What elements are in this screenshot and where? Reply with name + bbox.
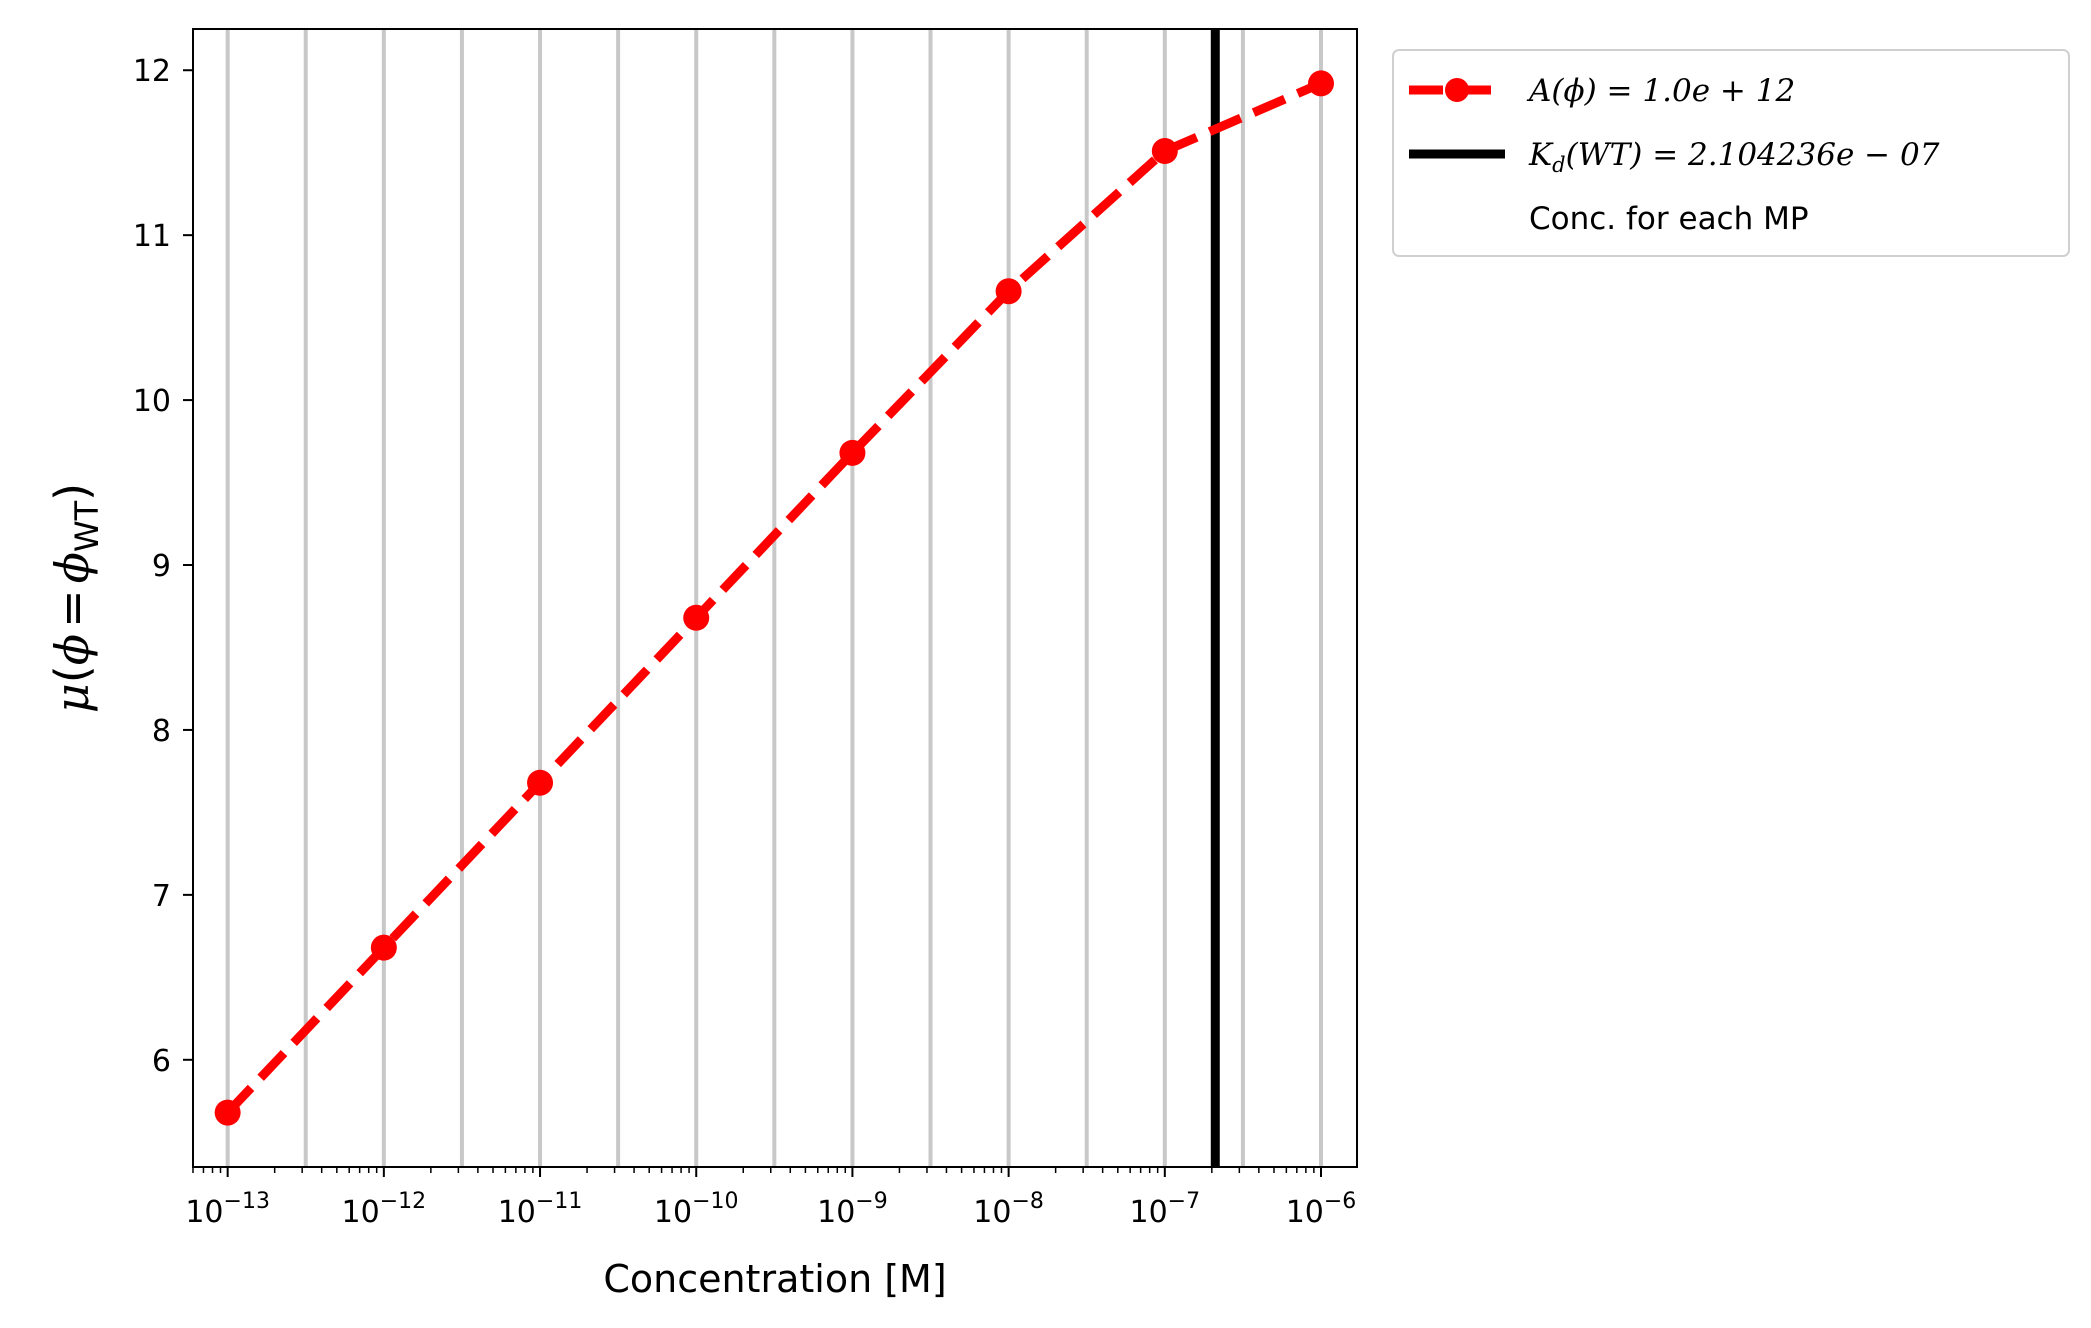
series-line xyxy=(224,79,1323,1116)
y-tick-label: 9 xyxy=(152,549,171,584)
legend-series-marker xyxy=(1445,78,1469,102)
legend: A(ϕ) = 1.0e + 12 Kd(WT) = 2.104236e − 07 C… xyxy=(1392,49,2070,257)
data-point xyxy=(1151,138,1178,165)
y-label-phi-2: ϕ xyxy=(45,552,99,583)
legend-box xyxy=(1392,49,2070,257)
y-tick-label: 7 xyxy=(152,879,171,914)
y-tick-label: 11 xyxy=(133,219,171,254)
y-axis-label: μ(ϕ=ϕWT) xyxy=(45,483,106,713)
y-label-mu: μ xyxy=(45,683,99,713)
x-tick-label: 10−9 xyxy=(817,1189,888,1230)
x-axis: 10−13 10−12 10−11 10−10 10−9 10−8 10−7 10−6 xyxy=(185,1167,1356,1230)
data-point xyxy=(839,439,866,466)
y-axis: 6 7 8 9 10 11 12 xyxy=(133,54,193,1079)
y-label-phi: ϕ xyxy=(45,634,99,665)
y-tick-label: 12 xyxy=(133,54,171,89)
x-tick-label: 10−12 xyxy=(342,1189,427,1230)
x-tick-label: 10−13 xyxy=(185,1189,270,1230)
x-tick-label: 10−10 xyxy=(654,1189,739,1230)
data-point xyxy=(995,278,1022,305)
x-tick-label: 10−11 xyxy=(498,1189,583,1230)
series-layer xyxy=(214,70,1335,1126)
data-point xyxy=(214,1099,241,1126)
y-label-sub: WT xyxy=(68,500,106,552)
y-label-equals: = xyxy=(45,589,99,628)
x-tick-label: 10−7 xyxy=(1129,1189,1200,1230)
legend-kd-label: Kd(WT) = 2.104236e − 07 xyxy=(1528,137,1940,177)
y-tick-label: 8 xyxy=(152,714,171,749)
y-tick-label: 10 xyxy=(133,384,171,419)
legend-series-label: A(ϕ) = 1.0e + 12 xyxy=(1526,73,1795,109)
svg-text:μ(ϕ=ϕWT): μ(ϕ=ϕWT) xyxy=(45,483,106,713)
x-axis-label: Concentration [M] xyxy=(603,1257,946,1301)
legend-entries: A(ϕ) = 1.0e + 12 Kd(WT) = 2.104236e − 07 C… xyxy=(1409,73,1940,237)
x-tick-label: 10−6 xyxy=(1286,1189,1357,1230)
x-tick-label: 10−8 xyxy=(973,1189,1044,1230)
data-point xyxy=(527,769,554,796)
data-point xyxy=(1308,70,1335,97)
mp-concentration-gridlines xyxy=(225,29,1324,1167)
data-point xyxy=(370,934,397,961)
legend-mp-label: Conc. for each MP xyxy=(1529,201,1809,237)
data-point xyxy=(683,604,710,631)
y-tick-label: 6 xyxy=(152,1044,171,1079)
plot-area-frame xyxy=(192,28,1358,1168)
